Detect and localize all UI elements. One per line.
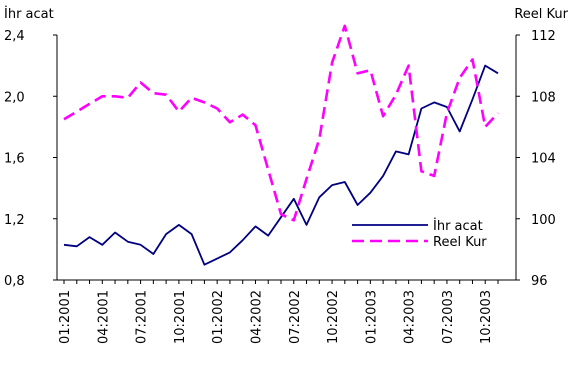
x-tick-label: 01:2001 [58,290,73,344]
x-tick-label: 04:2003 [403,290,418,344]
right-tick-label: 104 [531,152,556,167]
x-tick-label: 10:2001 [173,290,188,344]
x-tick-label: 04:2002 [249,290,264,344]
x-tick-label: 07:2001 [135,290,150,344]
right-axis-title: Reel Kur [514,7,568,22]
left-tick-label: 0,8 [4,274,25,289]
x-tick-label: 07:2003 [441,290,456,344]
left-tick-label: 2,0 [4,90,25,105]
x-tick-label: 01:2002 [211,290,226,344]
left-tick-label: 1,2 [4,213,25,228]
x-tick-label: 01:2003 [364,290,379,344]
left-tick-label: 1,6 [4,152,25,167]
legend-label: Reel Kur [433,235,487,250]
left-tick-label: 2,4 [4,29,25,44]
right-tick-label: 100 [531,213,556,228]
legend-label: İhr acat [433,218,483,234]
right-tick-label: 112 [531,29,556,44]
x-tick-label: 04:2001 [96,290,111,344]
left-axis-title: İhr acat [4,6,54,22]
x-tick-label: 10:2002 [326,290,341,344]
x-tick-label: 10:2003 [479,290,494,344]
x-tick-label: 07:2002 [288,290,303,344]
right-tick-label: 96 [531,274,548,289]
right-tick-label: 108 [531,90,556,105]
